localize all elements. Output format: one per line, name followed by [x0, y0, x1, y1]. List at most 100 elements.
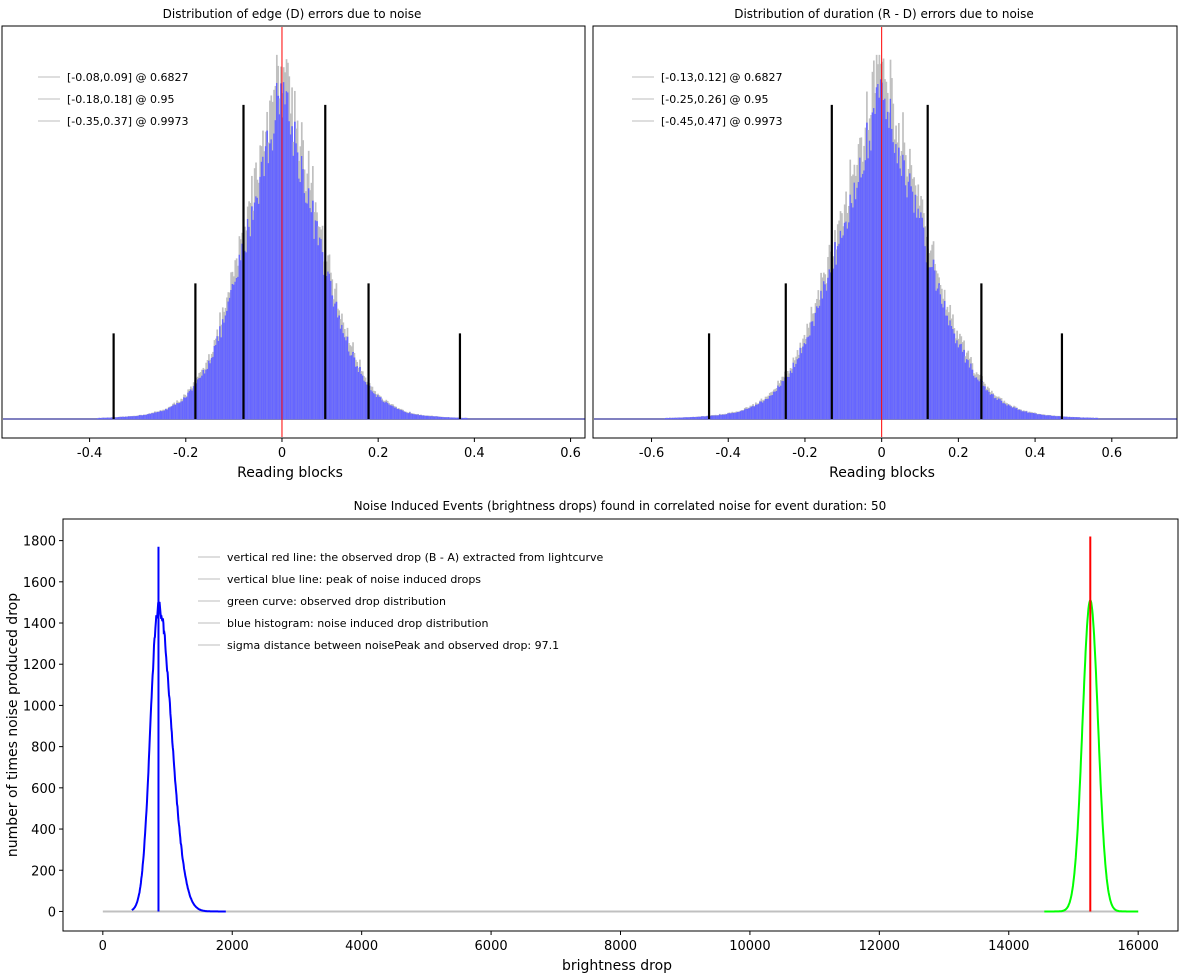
histogram-bar	[399, 409, 401, 419]
histogram-bar	[264, 146, 267, 419]
histogram-bar	[163, 410, 166, 419]
histogram-bar	[342, 333, 345, 419]
histogram-bar	[896, 163, 899, 419]
histogram-bar	[734, 412, 736, 419]
histogram-bar	[429, 416, 432, 419]
histogram-bar	[711, 415, 714, 419]
histogram-bar	[990, 393, 993, 419]
histogram-bar	[992, 394, 995, 419]
histogram-bar	[111, 417, 113, 419]
histogram-bar	[832, 268, 835, 419]
y-tick-label: 1000	[23, 699, 56, 714]
histogram-bar	[972, 375, 975, 419]
histogram-bar	[670, 417, 673, 419]
legend-entry: [-0.18,0.18] @ 0.95	[67, 93, 175, 106]
histogram-bar	[938, 283, 940, 419]
histogram-bar	[463, 418, 465, 419]
histogram-bar	[793, 366, 796, 419]
histogram-bar	[936, 288, 939, 419]
histogram-bar	[1075, 417, 1078, 419]
histogram-bar	[361, 375, 364, 419]
histogram-bar	[674, 417, 677, 419]
histogram-bar	[1032, 412, 1035, 419]
histogram-bar	[442, 417, 444, 419]
histogram-bar	[386, 403, 389, 419]
histogram-bar	[360, 373, 363, 419]
histogram-bar	[827, 277, 829, 419]
histogram-bar	[1049, 415, 1051, 419]
histogram-bar	[1011, 407, 1014, 419]
histogram-bar	[952, 329, 954, 419]
histogram-bar	[377, 395, 379, 419]
histogram-bar	[177, 403, 180, 419]
histogram-bar	[382, 401, 385, 419]
histogram-bar	[731, 412, 734, 419]
histogram-bar	[106, 417, 109, 419]
y-tick-label: 800	[31, 741, 56, 756]
histogram-bar	[252, 219, 255, 419]
histogram-bar	[853, 182, 856, 419]
histogram-bar	[773, 391, 775, 419]
histogram-bar	[861, 173, 864, 419]
histogram-bar	[939, 294, 942, 419]
histogram-bar	[371, 391, 374, 419]
histogram-bar	[174, 404, 177, 419]
histogram-bar	[289, 134, 292, 419]
histogram-bar	[178, 403, 181, 419]
histogram-bar	[259, 176, 262, 419]
histogram-bar	[372, 393, 375, 419]
histogram-bar	[736, 412, 739, 419]
histogram-bar	[298, 178, 300, 419]
histogram-bar	[206, 368, 209, 419]
histogram-bar	[184, 397, 187, 419]
histogram-bar	[109, 417, 112, 419]
histogram-bar	[221, 319, 224, 419]
histogram-bar	[691, 417, 693, 419]
histogram-bar	[730, 413, 732, 419]
histogram-bar	[675, 417, 678, 419]
histogram-bar	[780, 385, 782, 419]
x-tick-label: 10000	[729, 939, 770, 954]
histogram-bar	[203, 373, 206, 419]
histogram-bar	[1072, 417, 1075, 419]
histogram-bar	[118, 417, 120, 419]
histogram-bar	[816, 306, 818, 419]
histogram-bar	[353, 357, 356, 419]
histogram-bar	[1070, 417, 1072, 419]
histogram-bar	[849, 194, 852, 419]
histogram-bar	[181, 401, 184, 419]
histogram-bar	[191, 390, 194, 419]
histogram-bar	[147, 414, 149, 419]
histogram-bar	[881, 82, 884, 419]
histogram-bar	[295, 143, 298, 419]
histogram-bar	[860, 177, 863, 419]
histogram-bar	[131, 416, 134, 419]
y-tick-label: 200	[31, 864, 56, 879]
histogram-bar	[841, 237, 843, 419]
x-axis-label: brightness drop	[562, 958, 672, 974]
histogram-bar	[438, 416, 440, 419]
histogram-bar	[761, 402, 764, 419]
histogram-bar	[1074, 417, 1076, 419]
chart-title: Distribution of edge (D) errors due to n…	[163, 7, 422, 21]
histogram-bar	[237, 276, 239, 419]
histogram-bar	[879, 79, 882, 419]
histogram-bar	[713, 415, 716, 419]
x-tick-label: 0.2	[948, 446, 969, 461]
histogram-bar	[957, 347, 960, 419]
y-tick-label: 0	[48, 905, 56, 920]
histogram-bar	[350, 355, 353, 419]
y-tick-label: 600	[31, 782, 56, 797]
histogram-bar	[1004, 404, 1007, 419]
histogram-bar	[1077, 417, 1079, 419]
histogram-bar	[233, 284, 235, 419]
histogram-bar	[807, 336, 810, 419]
histogram-bar	[755, 404, 757, 419]
histogram-bar	[947, 325, 950, 419]
histogram-bar	[256, 197, 259, 419]
histogram-bar	[907, 181, 910, 419]
histogram-bar	[759, 401, 761, 419]
legend: [-0.13,0.12] @ 0.6827 [-0.25,0.26] @ 0.95…	[632, 71, 783, 128]
histogram-bar	[892, 142, 895, 419]
histogram-bar	[312, 200, 314, 419]
